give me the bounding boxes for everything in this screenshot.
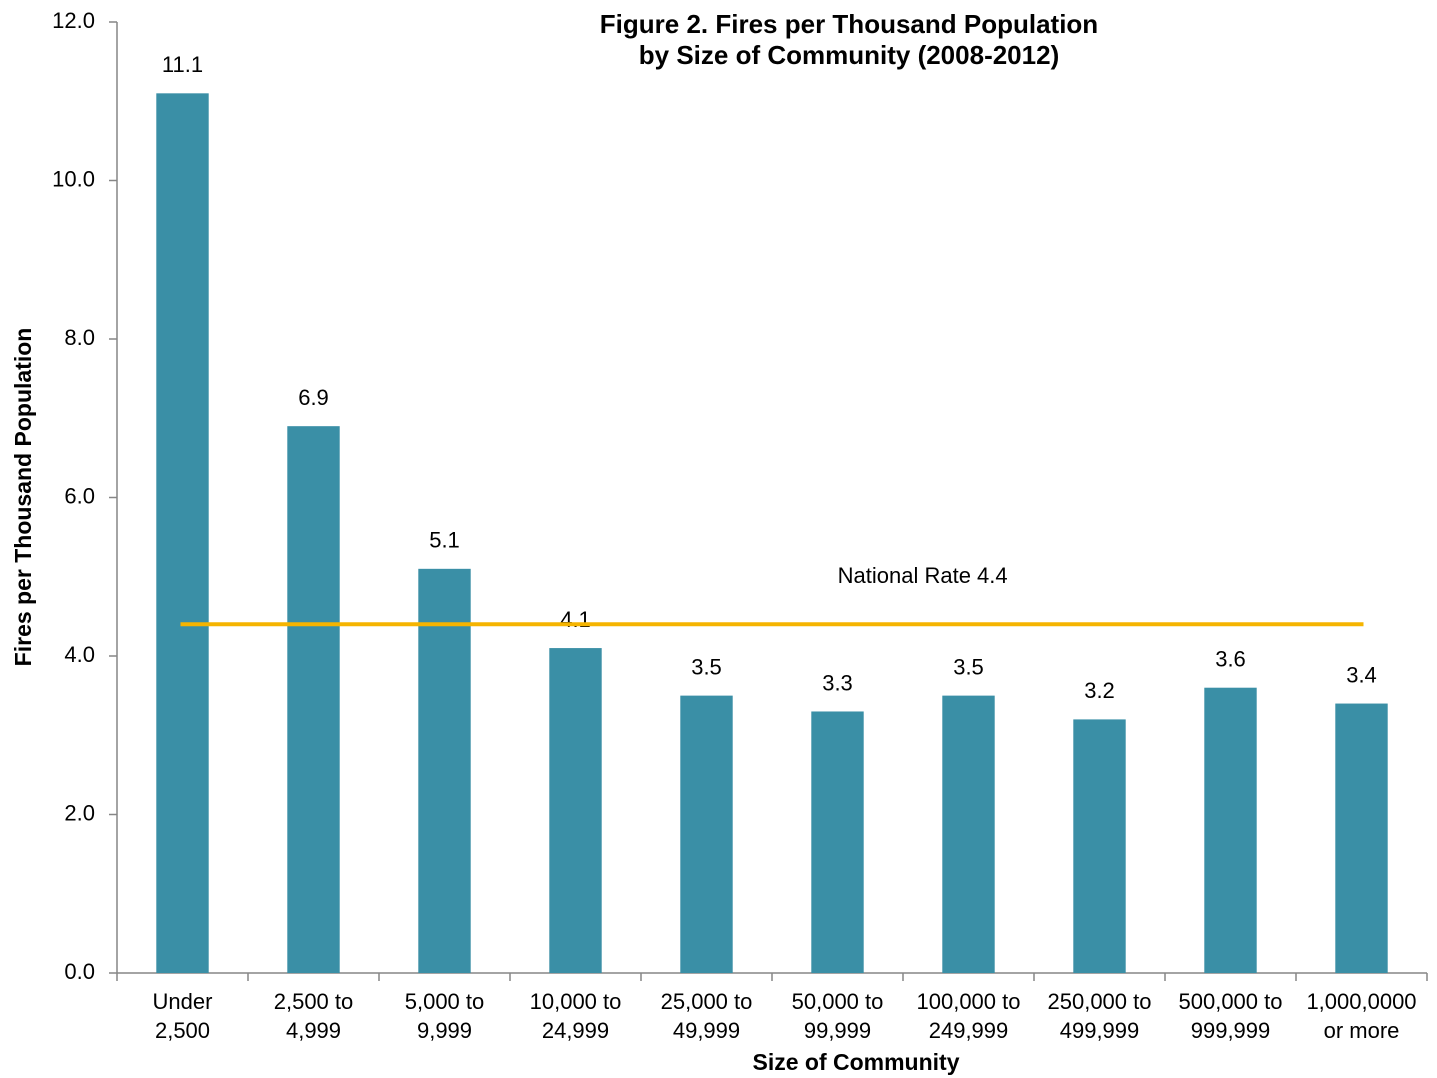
bar <box>942 695 995 973</box>
data-label: 3.2 <box>1084 678 1115 703</box>
y-tick-label: 4.0 <box>64 642 95 667</box>
x-tick-label: 2,500 to 4,999 <box>274 989 354 1043</box>
data-label: 5.1 <box>429 528 460 553</box>
y-axis-label: Fires per Thousand Population <box>10 328 36 667</box>
data-label: 3.4 <box>1346 662 1377 687</box>
x-tick-label: 500,000 to 999,999 <box>1179 989 1283 1043</box>
x-tick-label: 5,000 to 9,999 <box>405 989 485 1043</box>
y-tick-label: 2.0 <box>64 800 95 825</box>
data-label: 3.5 <box>953 654 984 679</box>
x-tick-label: 250,000 to 499,999 <box>1048 989 1152 1043</box>
bar <box>418 568 471 973</box>
data-label: 6.9 <box>298 385 329 410</box>
chart-title: Figure 2. Fires per Thousand Population b… <box>600 9 1098 70</box>
bar <box>811 711 864 973</box>
bar <box>1335 703 1388 973</box>
x-tick-label: 10,000 to 24,999 <box>530 989 622 1043</box>
y-tick-label: 0.0 <box>64 959 95 984</box>
reference-label: National Rate 4.4 <box>838 563 1008 588</box>
bar <box>1204 687 1257 973</box>
bar <box>680 695 733 973</box>
data-label: 3.3 <box>822 670 853 695</box>
data-label: 3.6 <box>1215 647 1246 672</box>
bar <box>1073 719 1126 973</box>
bar <box>156 93 209 973</box>
data-label: 3.5 <box>691 654 722 679</box>
bar <box>287 426 340 973</box>
bar <box>549 648 602 973</box>
y-tick-label: 8.0 <box>64 325 95 350</box>
x-tick-label: 1,000,0000 or more <box>1306 989 1416 1043</box>
data-label: 11.1 <box>162 52 203 77</box>
x-tick-label: Under 2,500 <box>153 989 213 1043</box>
x-tick-label: 100,000 to 249,999 <box>917 989 1021 1043</box>
y-tick-label: 12.0 <box>52 8 95 33</box>
y-tick-label: 10.0 <box>52 166 95 191</box>
x-tick-label: 50,000 to 99,999 <box>792 989 884 1043</box>
y-tick-label: 6.0 <box>64 483 95 508</box>
data-label: 4.1 <box>560 607 591 632</box>
x-axis-label: Size of Community <box>752 1049 959 1075</box>
x-tick-label: 25,000 to 49,999 <box>661 989 753 1043</box>
